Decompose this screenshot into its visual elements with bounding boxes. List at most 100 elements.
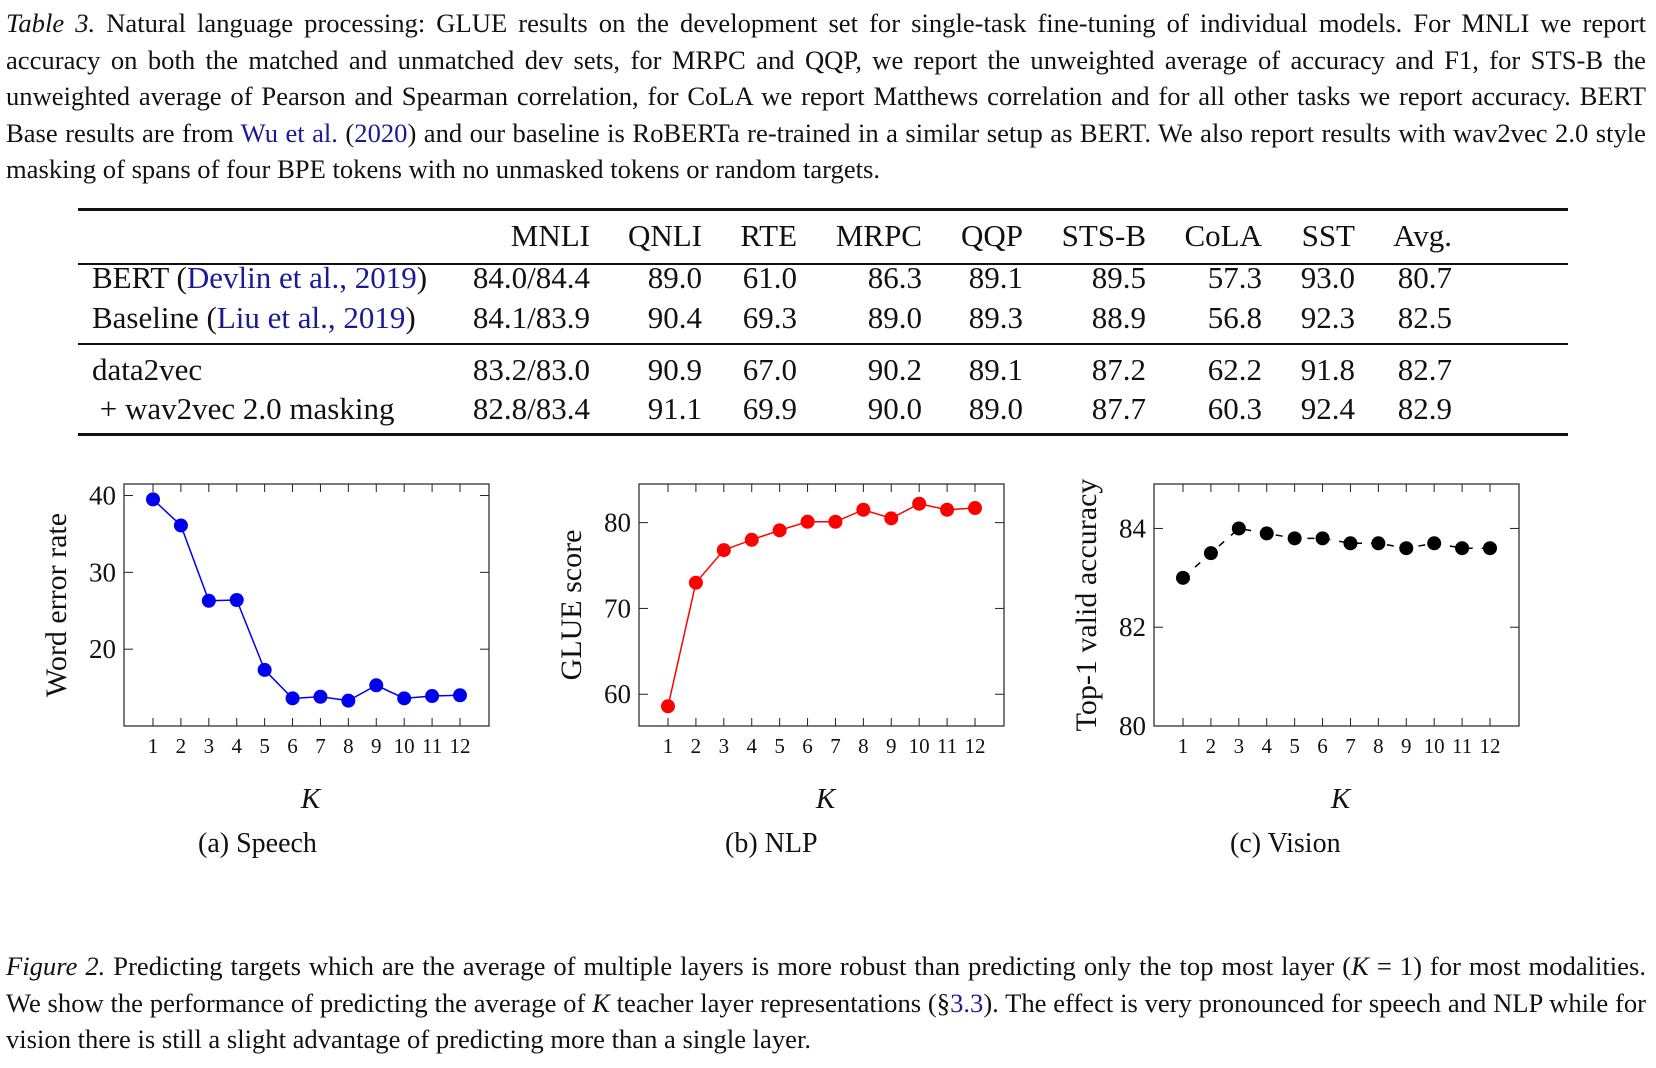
- x-tick-label: 11: [937, 734, 957, 758]
- table-cell: 89.0: [867, 300, 922, 335]
- x-tick-label: 1: [663, 734, 674, 758]
- x-tick-label: 8: [1373, 734, 1384, 758]
- table-cell: 84.0/84.4: [472, 260, 590, 295]
- y-tick-label: 60: [604, 679, 631, 709]
- series-line: [152, 498, 461, 702]
- y-tick-label: 40: [89, 481, 116, 511]
- table-cell: 82.7: [1397, 352, 1452, 387]
- table-cell: 88.9: [1091, 300, 1146, 335]
- x-tick-label: 3: [1234, 734, 1245, 758]
- x-tick-label: 4: [231, 734, 242, 758]
- subcaption-speech: (a) Speech: [198, 828, 317, 859]
- table-cell: 91.8: [1300, 352, 1355, 387]
- column-header: SST: [1301, 218, 1355, 253]
- data-point: [146, 492, 160, 507]
- x-tick-label: 4: [1261, 734, 1272, 758]
- section-link[interactable]: 3.3: [950, 987, 984, 1018]
- row-label: data2vec: [92, 350, 202, 390]
- data-point: [453, 688, 467, 703]
- math-k: K: [592, 987, 610, 1018]
- table-cell: 82.5: [1397, 300, 1452, 335]
- table-cell: 83.2/83.0: [472, 352, 590, 387]
- row-label-text: + wav2vec 2.0 masking: [92, 391, 395, 426]
- x-tick-label: 9: [371, 734, 382, 758]
- table-caption-label: Table 3.: [6, 8, 96, 38]
- row-label-text: BERT (: [92, 260, 187, 295]
- y-tick-label: 84: [1119, 513, 1147, 543]
- x-tick-label: 3: [204, 734, 215, 758]
- data-point: [369, 678, 384, 693]
- data-point: [1427, 536, 1442, 551]
- data-point: [257, 662, 272, 677]
- data-point: [341, 693, 356, 708]
- x-tick-label: 6: [1317, 734, 1328, 758]
- x-tick-label: 8: [858, 734, 869, 758]
- data-point: [1343, 536, 1358, 551]
- citation-link[interactable]: Devlin et al., 2019: [186, 260, 417, 295]
- data-point: [285, 691, 300, 706]
- results-table: MNLI QNLI RTE MRPC QQP STS-B CoLA SST Avg. BERT (…: [78, 208, 1568, 466]
- speech-chart: 1 2 3 4 5 6 7 8 9 10 11 12 20 30 40 K Word error rate: [30, 481, 500, 835]
- citation-link[interactable]: Liu et al., 2019: [216, 300, 406, 335]
- data-point: [716, 543, 731, 558]
- table-top-rule: [78, 208, 1568, 211]
- x-tick-label: 11: [1452, 734, 1472, 758]
- subcaption-vision: (c) Vision: [1230, 828, 1341, 859]
- data-point: [1399, 541, 1414, 556]
- y-tick-label: 80: [1119, 711, 1146, 741]
- data-point: [940, 502, 955, 517]
- data-point: [688, 575, 703, 590]
- table-cell: 62.2: [1207, 352, 1262, 387]
- data-point: [313, 689, 328, 704]
- data-point: [884, 511, 899, 526]
- plot-frame: [1153, 483, 1520, 727]
- data-point: [425, 689, 440, 704]
- row-label: Baseline (Liu et al., 2019): [92, 298, 416, 338]
- citation-link-wu-year[interactable]: 2020: [354, 117, 408, 148]
- table-cell: 93.0: [1300, 260, 1355, 295]
- column-header: QQP: [960, 218, 1023, 253]
- column-header: RTE: [740, 218, 797, 253]
- x-axis-label: K: [815, 783, 837, 815]
- data-point: [828, 514, 843, 529]
- data-point: [173, 518, 188, 533]
- data-point: [1371, 536, 1386, 551]
- data-point: [1315, 531, 1330, 546]
- y-axis-label: GLUE score: [555, 530, 588, 681]
- y-tick-label: 70: [604, 593, 631, 623]
- x-tick-label: 10: [1424, 734, 1445, 758]
- table-cell: 89.1: [968, 352, 1023, 387]
- subcaption-nlp: (b) NLP: [725, 828, 818, 859]
- x-tick-label: 6: [802, 734, 813, 758]
- row-label: + wav2vec 2.0 masking: [92, 389, 395, 429]
- nlp-chart: 1 2 3 4 5 6 7 8 9 10 11 12 60 70 80 K GLUE score: [545, 483, 1015, 835]
- y-axis-label: Word error rate: [40, 513, 73, 697]
- x-tick-label: 11: [422, 734, 442, 758]
- vision-chart: 1 2 3 4 5 6 7 8 9 10 11 12 80 82 84 K Top-1 valid accura…: [1060, 479, 1530, 835]
- x-tick-label: 10: [909, 734, 930, 758]
- series-line: [1182, 527, 1490, 579]
- table-caption: Table 3. Natural language processing: GL…: [6, 5, 1646, 188]
- data-point: [201, 593, 216, 608]
- x-tick-label: 2: [176, 734, 187, 758]
- table-caption-text: (: [337, 117, 355, 148]
- x-tick-label: 7: [830, 734, 841, 758]
- plot-frame: [638, 483, 1005, 727]
- x-tick-label: 12: [1480, 734, 1501, 758]
- table-cell: 69.9: [742, 391, 797, 426]
- table-cell: 84.1/83.9: [472, 300, 590, 335]
- figure-caption: Figure 2. Predicting targets which are t…: [6, 948, 1646, 1058]
- table-cell: 89.5: [1091, 260, 1146, 295]
- x-axis-label: K: [300, 783, 322, 815]
- citation-link-wu[interactable]: Wu et al.: [240, 117, 338, 148]
- table-cell: 61.0: [742, 260, 797, 295]
- data-point: [1176, 570, 1190, 585]
- y-tick-label: 82: [1119, 612, 1146, 642]
- row-label: BERT (Devlin et al., 2019): [92, 258, 427, 298]
- y-tick-label: 20: [89, 634, 116, 664]
- x-tick-label: 1: [148, 734, 159, 758]
- data-point: [229, 593, 244, 608]
- data-point: [856, 502, 871, 517]
